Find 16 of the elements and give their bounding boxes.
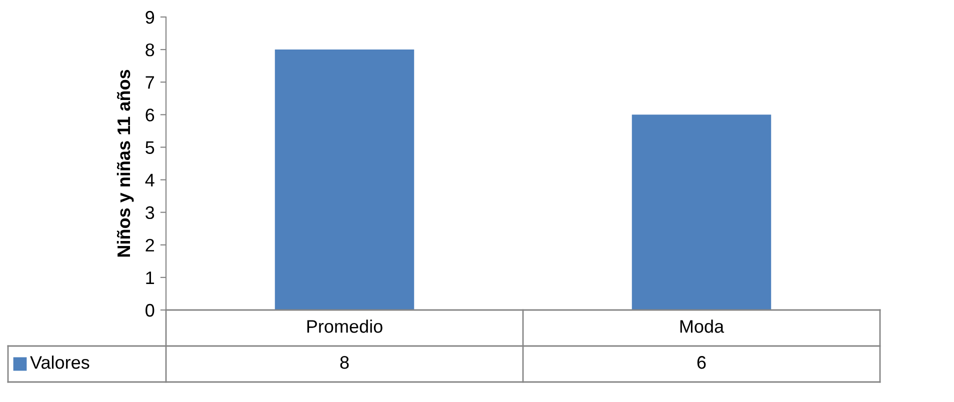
y-tick-label: 8 <box>146 43 154 56</box>
x-tick-label: Promedio <box>307 320 382 333</box>
y-tick-label: 1 <box>146 272 154 284</box>
y-tick-label: 9 <box>146 10 154 24</box>
y-tick-label: 2 <box>146 238 154 252</box>
y-tick-label: 0 <box>146 304 154 317</box>
y-tick-label: 7 <box>146 76 154 89</box>
y-axis-title: Niños y niñas 11 años <box>116 70 134 257</box>
y-tick-label: 6 <box>146 108 154 122</box>
legend-label: Valores <box>30 356 90 369</box>
y-tick-label: 3 <box>146 206 154 220</box>
data-label: 8 <box>340 356 349 369</box>
x-tick-label: Moda <box>680 320 724 333</box>
y-tick-label: 4 <box>145 174 154 186</box>
data-label: 6 <box>697 356 706 369</box>
y-tick-label: 5 <box>146 141 154 154</box>
